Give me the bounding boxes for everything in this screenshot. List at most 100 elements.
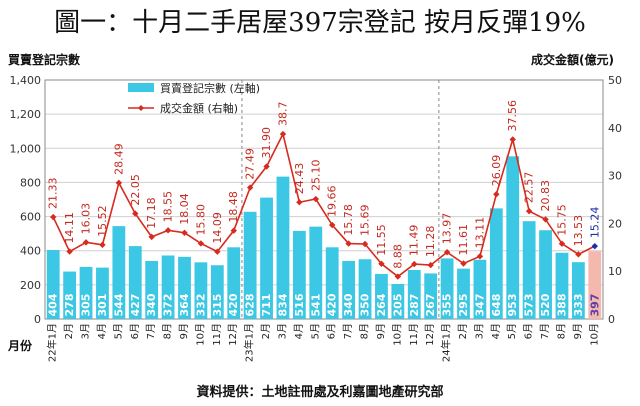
right-axis-title: 成交金額(億元) [531, 52, 614, 67]
line-value-label: 13.11 [473, 217, 486, 249]
line-value-label: 13.53 [572, 215, 585, 247]
x-tick-label: 6月 [326, 323, 338, 339]
bar [375, 273, 388, 319]
line-point [394, 273, 402, 280]
x-tick-label: 23年1月 [243, 323, 256, 362]
x-tick-label: 3月 [276, 323, 288, 339]
line-point [509, 136, 516, 143]
line-point [312, 195, 319, 203]
bar-value-label: 573 [523, 294, 536, 317]
legend-line-label: 成交金額 (右軸) [160, 101, 238, 115]
line-value-label: 21.33 [47, 178, 60, 210]
line-value-label: 15.69 [359, 205, 372, 237]
line-value-label: 13.97 [441, 213, 454, 245]
line-value-label: 26.09 [490, 155, 503, 186]
line-point [493, 191, 500, 198]
left-axis-title: 買賣登記宗數 [8, 52, 80, 67]
right-tick-label: 30 [608, 170, 622, 183]
line-point [329, 221, 336, 229]
line-value-label: 25.10 [309, 160, 322, 192]
line-value-label: 17.18 [145, 197, 158, 229]
line-value-label: 15.78 [342, 204, 355, 236]
line-point [181, 229, 188, 236]
bar [63, 271, 77, 319]
x-tick-label: 7月 [145, 323, 157, 339]
left-tick-label: 0 [34, 313, 41, 326]
bar [473, 259, 487, 319]
line-point [148, 233, 155, 241]
line-value-label: 22.57 [523, 172, 536, 204]
bar [128, 246, 142, 319]
line-value-label: 8.88 [391, 244, 404, 269]
right-axis: 0 10 20 30 40 50 成交金額(億元) [531, 52, 622, 326]
chart-title: 圖一：十月二手居屋397宗登記 按月反彈19% [54, 8, 586, 38]
bar-value-label: 355 [441, 294, 454, 317]
x-tick-label: 7月 [539, 323, 551, 339]
line-value-label: 20.83 [539, 180, 552, 212]
x-tick-label: 2月 [457, 323, 469, 339]
legend-bar-label: 買賣登記宗數 (左軸) [160, 81, 260, 95]
line-point [279, 130, 287, 138]
bar-value-label: 388 [555, 294, 568, 317]
bar-value-label: 541 [309, 294, 322, 317]
line-point [115, 179, 123, 187]
line-point [263, 163, 270, 170]
bar-value-label: 364 [178, 293, 191, 316]
bar [276, 176, 290, 319]
legend: 買賣登記宗數 (左軸) 成交金額 (右軸) [128, 81, 260, 115]
bar-value-label: 953 [506, 294, 519, 317]
left-tick-label: 1,200 [10, 108, 42, 121]
x-tick-label: 11月 [211, 323, 223, 346]
bar [407, 270, 421, 319]
bar-value-label: 340 [342, 293, 355, 316]
bar-value-label: 427 [129, 294, 142, 317]
right-tick-label: 0 [608, 313, 615, 326]
line-value-label: 24.43 [293, 163, 306, 195]
plot-frame [44, 79, 604, 320]
line-point [525, 207, 533, 215]
bar [391, 284, 405, 319]
x-tick-label: 8月 [555, 323, 567, 339]
line-value-label: 16.03 [80, 203, 93, 235]
x-tick-label: 9月 [375, 323, 387, 339]
line-point [214, 248, 221, 255]
line-value-label: 38.7 [276, 102, 289, 127]
line-point [361, 240, 369, 248]
bar [588, 251, 602, 319]
line-path [52, 131, 596, 278]
bar [309, 226, 323, 319]
line-point [164, 227, 172, 234]
line-value-label: 37.56 [506, 100, 519, 132]
x-tick-label: 12月 [424, 323, 436, 346]
line-point [197, 240, 205, 247]
x-tick-label: 5月 [112, 323, 124, 339]
bar-value-label: 397 [588, 294, 601, 317]
x-axis-title: 月份 [7, 338, 33, 353]
x-tick-label: 9月 [572, 323, 584, 339]
bar-value-label: 315 [211, 294, 224, 317]
line-value-label: 28.49 [112, 143, 125, 174]
bar [424, 273, 438, 319]
x-tick-label: 12月 [227, 323, 239, 346]
x-tick-label: 8月 [359, 323, 371, 339]
x-tick-label: 3月 [473, 323, 485, 339]
left-tick-label: 1,400 [10, 74, 42, 87]
line-point [66, 248, 73, 255]
line-value-label: 15.75 [555, 204, 568, 236]
bar-value-label: 420 [227, 293, 240, 316]
line-point [476, 253, 484, 260]
bar [342, 260, 356, 319]
line-value-label: 22.05 [129, 174, 142, 206]
line-point [443, 249, 451, 256]
bar-value-label: 648 [490, 294, 503, 317]
bar [539, 230, 552, 319]
bar [571, 262, 585, 319]
line-point [99, 241, 106, 249]
line-value-label: 11.28 [424, 226, 437, 258]
bar [112, 226, 126, 319]
bar [555, 252, 569, 319]
x-tick-label: 10月 [194, 323, 206, 346]
bar [145, 260, 159, 319]
